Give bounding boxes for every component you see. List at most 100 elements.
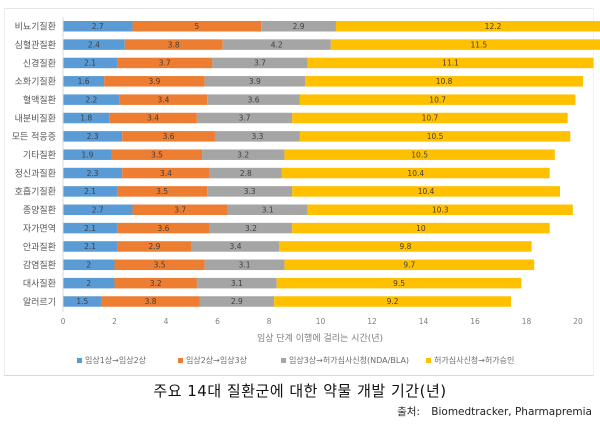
x-axis-title: 임상 단계 이행에 걸리는 시간(년): [257, 332, 383, 344]
bar-segment: [207, 94, 300, 105]
bar-data-label: 10: [416, 224, 426, 233]
source-note: 출처: Biomedtracker, Pharmapremia: [397, 404, 592, 419]
legend-swatch: [426, 358, 431, 363]
bar-data-label: 9.8: [400, 242, 412, 251]
bar-segment: [119, 94, 208, 105]
bar-segment: [63, 241, 118, 252]
bar-segment: [330, 39, 600, 50]
bar-data-label: 3.6: [248, 95, 260, 104]
bar-segment: [196, 112, 293, 124]
bar-segment: [207, 186, 293, 197]
bar-segment: [111, 149, 203, 160]
category-label: 소화기질환: [15, 76, 56, 88]
legend-swatch: [178, 358, 183, 363]
x-axis-ticks: 0 2 4 6 8 10 12 14 16 18 20: [61, 317, 583, 326]
bar-segment: [63, 39, 125, 50]
bar-segment: [63, 204, 133, 215]
bar-data-label: 12.2: [485, 22, 502, 31]
bar-segment: [132, 204, 228, 215]
bar-segment: [307, 204, 573, 215]
bar-segment: [117, 57, 213, 69]
bar-data-label: 2.1: [84, 242, 96, 251]
bar-data-label: 3.7: [174, 205, 186, 214]
category-label: 자가면역: [23, 223, 56, 234]
x-tick-label: 0: [61, 317, 66, 326]
bar-data-label: 3.6: [163, 132, 175, 141]
bar-segment: [117, 241, 192, 252]
bar-segment: [307, 57, 594, 69]
category-label: 내분비질환: [15, 112, 56, 124]
bar-segment: [114, 259, 205, 271]
bar-data-label: 2.7: [92, 205, 104, 214]
bar-data-label: 3.6: [157, 224, 169, 233]
bar-segment: [274, 296, 512, 307]
bar-data-label: 1.9: [81, 150, 93, 159]
source-label: 출처:: [397, 406, 420, 418]
bar-data-label: 3.7: [159, 59, 171, 68]
bar-data-label: 3.5: [154, 261, 166, 270]
category-label: 정신과질환: [15, 167, 56, 179]
bar-segment: [101, 296, 200, 307]
legend-label: 임상2상→임상3상: [186, 355, 248, 365]
x-tick-label: 20: [573, 317, 583, 326]
bar-data-label: 3.7: [239, 114, 251, 123]
bar-segment: [292, 186, 560, 197]
bar-data-label: 2.3: [87, 169, 99, 178]
bar-segment: [227, 204, 308, 215]
bar-segment: [214, 131, 300, 142]
bar-segment: [202, 149, 285, 160]
bar-data-label: 3.2: [150, 279, 162, 288]
bar-segment: [281, 167, 550, 179]
bar-segment: [305, 76, 584, 87]
bar-segment: [212, 57, 308, 69]
bar-segment: [132, 21, 262, 32]
bar-segment: [63, 222, 118, 234]
bar-data-label: 3.1: [262, 205, 274, 214]
bar-data-label: 3.4: [230, 242, 242, 251]
bar-segment: [114, 277, 197, 289]
bar-segment: [299, 94, 576, 105]
bar-data-label: 3.5: [151, 150, 163, 159]
bar-data-label: 2: [86, 279, 91, 288]
bar-segment: [63, 167, 123, 179]
bar-segment: [63, 112, 110, 124]
bar-data-label: 3.5: [156, 187, 168, 196]
category-label: 안과질환: [23, 241, 56, 253]
bar-data-label: 3.4: [160, 169, 172, 178]
bar-segment: [279, 241, 532, 252]
bar-data-label: 4.2: [271, 40, 283, 49]
bar-data-label: 10.7: [429, 95, 446, 104]
bar-data-label: 3.9: [249, 77, 261, 86]
bar-data-label: 10.8: [436, 77, 453, 86]
category-label: 비뇨기질환: [15, 21, 56, 33]
chart-caption: 주요 14대 질환군에 대한 약물 개발 기간(년): [153, 382, 447, 400]
category-label: 대사질환: [23, 277, 56, 289]
bar-data-label: 3.3: [251, 132, 263, 141]
x-tick-label: 14: [419, 317, 429, 326]
bar-data-label: 3.7: [254, 59, 266, 68]
bar-data-label: 11.5: [471, 40, 488, 49]
x-tick-label: 4: [164, 317, 169, 326]
bar-data-label: 10.4: [407, 169, 424, 178]
bar-segment: [222, 39, 331, 50]
category-label: 감염질환: [23, 259, 56, 271]
bar-segment: [63, 296, 102, 307]
legend-label: 임상1상→임상2상: [85, 355, 147, 365]
bars: 2.7 5 2.9 12.2 2.4 3.8 4.2 11.5 2.1 3.7 3.7 11.1 1.6…: [63, 21, 600, 307]
bar-segment: [63, 186, 118, 197]
bar-segment: [196, 277, 277, 289]
category-label: 심혈관질환: [15, 39, 56, 51]
x-tick-label: 12: [367, 317, 377, 326]
bar-data-label: 10.5: [427, 132, 444, 141]
x-tick-label: 16: [470, 317, 480, 326]
bar-data-label: 2.9: [231, 297, 243, 306]
bar-data-label: 10.5: [411, 150, 428, 159]
bar-data-label: 2.1: [84, 187, 96, 196]
bar-data-label: 2: [86, 261, 91, 270]
bar-segment: [63, 259, 115, 271]
bar-data-label: 10.7: [422, 114, 439, 123]
bar-segment: [284, 259, 535, 271]
bar-data-label: 11.1: [442, 59, 459, 68]
bar-segment: [63, 131, 123, 142]
